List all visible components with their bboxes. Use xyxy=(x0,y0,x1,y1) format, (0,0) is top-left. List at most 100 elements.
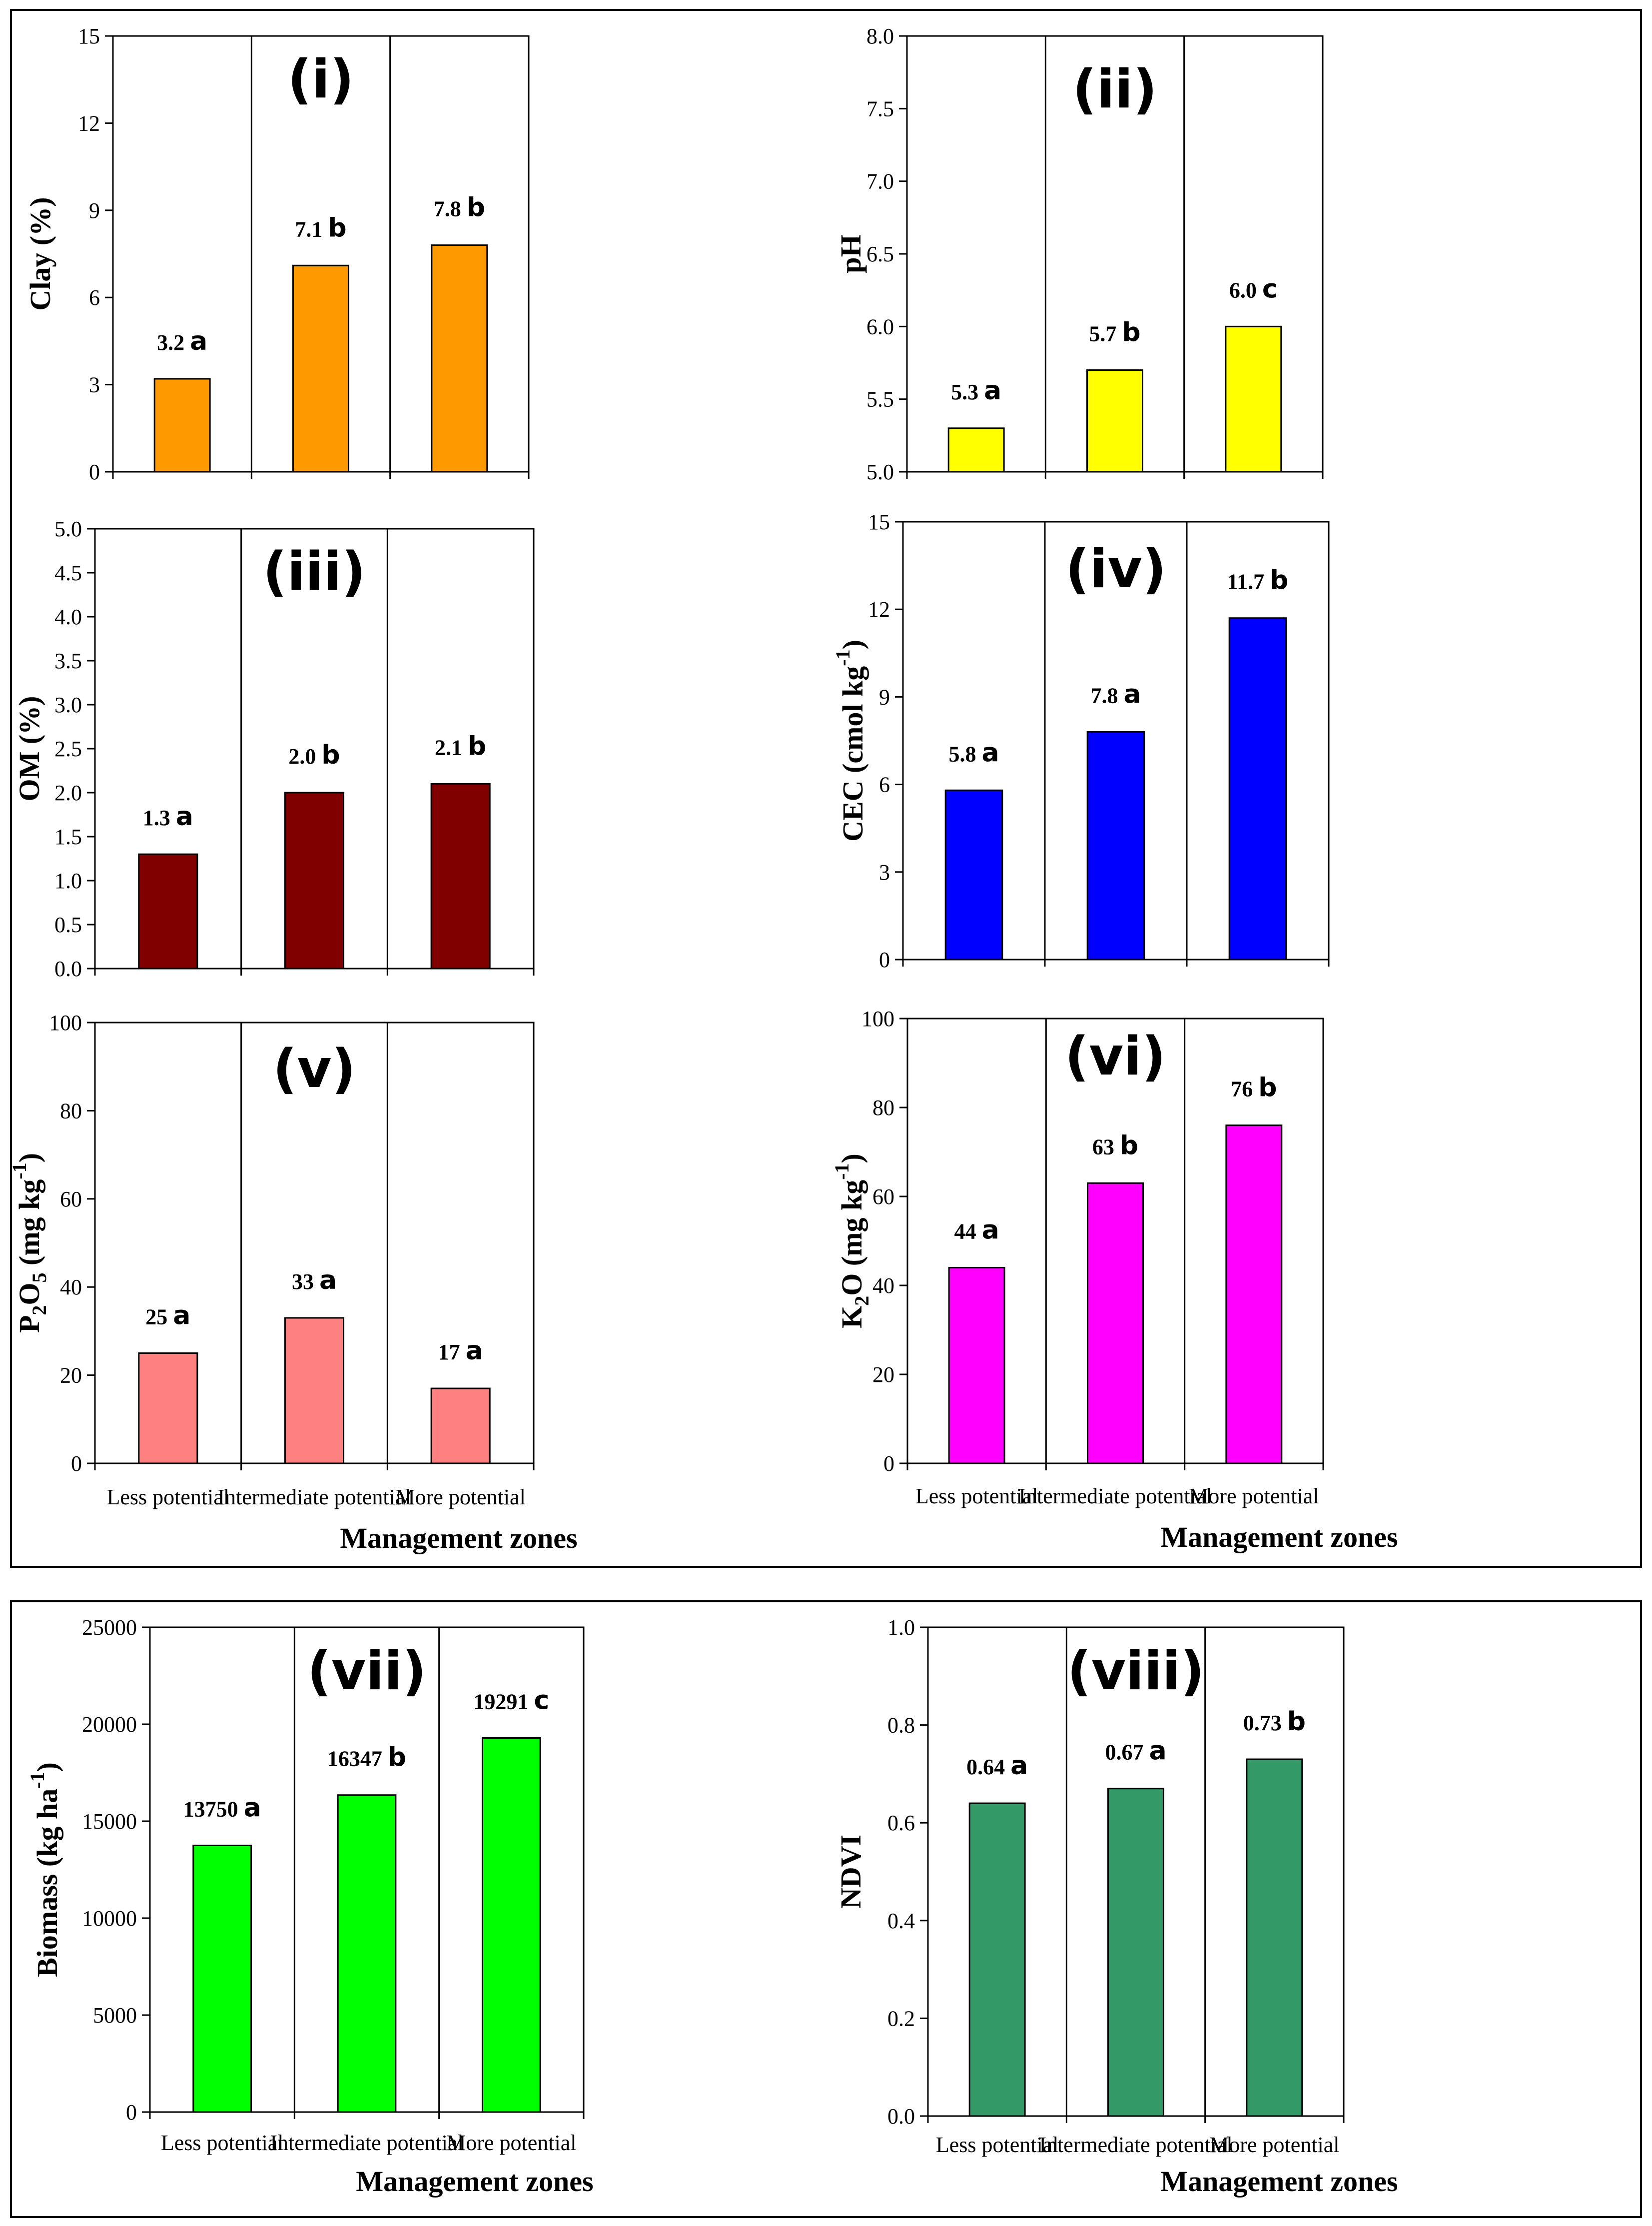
bar-value: 16347 xyxy=(327,1747,388,1771)
bar xyxy=(337,1794,397,2113)
bar-value: 17 xyxy=(438,1340,466,1364)
bar-value-label: 5.8 a xyxy=(948,738,999,768)
bar xyxy=(430,1387,491,1464)
x-category-label: Intermediate potential xyxy=(217,1485,411,1509)
bar-value: 33 xyxy=(292,1269,319,1294)
bar xyxy=(947,427,1005,473)
x-category-label: Less potential xyxy=(161,2131,284,2155)
bar-value-label: 11.7 b xyxy=(1227,566,1289,596)
bar-value-label: 44 a xyxy=(954,1215,999,1245)
y-tick-label: 20000 xyxy=(82,1712,137,1737)
bar-value-label: 17 a xyxy=(438,1336,483,1366)
bar-value: 6.0 xyxy=(1229,278,1262,302)
bar xyxy=(1086,731,1145,961)
y-tick-label: 4.5 xyxy=(54,561,82,585)
bar-value-label: 7.8 a xyxy=(1090,679,1141,709)
y-tick-label: 7.5 xyxy=(866,96,894,121)
bar-value: 5.7 xyxy=(1089,322,1122,346)
y-tick-label: 0.0 xyxy=(54,957,82,981)
y-axis-title-text: (mg kg xyxy=(835,1180,868,1273)
y-axis-title-superscript: -1 xyxy=(26,1772,48,1788)
bar-value-label: 3.2 a xyxy=(157,326,207,356)
bar xyxy=(284,792,345,970)
bar xyxy=(1107,1788,1164,2117)
chart-panel-2: 5.0 5.5 6.0 6.5 7.0 7.5 8.0 pH (ii) 5.3 a 5.7 b 6.0… xyxy=(834,24,1324,484)
significance-letter: b xyxy=(388,1743,406,1773)
bar-value: 0.67 xyxy=(1105,1740,1149,1765)
panel-label: (v) xyxy=(273,1038,356,1100)
bar-value-label: 0.64 a xyxy=(966,1751,1028,1781)
bar xyxy=(481,1737,541,2113)
y-tick-label: 15000 xyxy=(82,1809,137,1834)
bar-value: 7.8 xyxy=(1090,683,1123,708)
y-tick-label: 0.0 xyxy=(887,2104,915,2129)
significance-letter: b xyxy=(467,193,485,223)
bar-value: 13750 xyxy=(183,1797,244,1822)
bar xyxy=(944,789,1003,961)
y-tick-label: 6 xyxy=(879,773,890,797)
significance-letter: c xyxy=(534,1686,549,1716)
y-tick-label: 60 xyxy=(60,1187,82,1211)
bar xyxy=(192,1845,252,2113)
panel-label: (iii) xyxy=(263,541,366,602)
y-axis-title: K2O (mg kg-1) xyxy=(830,1153,873,1328)
y-axis-title: P2O5 (mg kg-1) xyxy=(8,1153,50,1333)
x-category-label: Less potential xyxy=(915,1484,1038,1508)
bar-value-label: 7.1 b xyxy=(295,213,346,243)
y-tick-label: 5.0 xyxy=(54,517,82,541)
bar-value: 25 xyxy=(145,1305,173,1329)
y-tick-label: 25000 xyxy=(82,1615,137,1640)
bar xyxy=(1086,369,1143,473)
bar-value-label: 63 b xyxy=(1092,1130,1138,1160)
bar-value: 11.7 xyxy=(1227,570,1270,594)
chart-panel-6: 0 20 40 60 80 100 K2O (mg kg-1) (vi) 44 a Less po… xyxy=(830,1007,1324,1508)
bar-value: 0.64 xyxy=(966,1755,1010,1779)
bar-value-label: 2.1 b xyxy=(435,731,486,761)
y-tick-label: 20 xyxy=(60,1363,82,1388)
y-tick-label: 12 xyxy=(78,111,100,135)
y-tick-label: 7.0 xyxy=(866,169,894,194)
significance-letter: a xyxy=(319,1265,337,1295)
y-tick-label: 5000 xyxy=(93,2003,137,2028)
bar xyxy=(1246,1758,1303,2117)
y-tick-label: 1.5 xyxy=(54,825,82,849)
y-tick-label: 10000 xyxy=(82,1906,137,1931)
y-axis-title-subscript: 5 xyxy=(28,1272,50,1282)
bar xyxy=(1087,1182,1144,1464)
bar-value-label: 7.8 b xyxy=(434,193,485,223)
bar xyxy=(1228,617,1287,961)
y-axis-title: Biomass (kg ha-1) xyxy=(26,1762,63,1977)
bar-value-label: 19291 c xyxy=(473,1686,549,1716)
y-tick-label: 0 xyxy=(71,1451,82,1476)
y-tick-label: 12 xyxy=(868,597,890,622)
significance-letter: a xyxy=(982,1215,999,1245)
bar-value: 1.3 xyxy=(143,806,176,830)
bar-value: 5.3 xyxy=(951,380,984,404)
y-axis-title: pH xyxy=(834,234,867,273)
bar xyxy=(1225,325,1282,473)
y-axis-title-superscript: -1 xyxy=(8,1162,30,1179)
y-tick-label: 60 xyxy=(872,1184,894,1209)
y-tick-label: 0 xyxy=(126,2100,137,2125)
panel-label: (iv) xyxy=(1065,538,1166,600)
x-axis-title: Management zones xyxy=(1160,2165,1398,2198)
y-axis-title-text: ) xyxy=(836,640,869,649)
y-axis-title-text: pH xyxy=(834,234,867,273)
bar xyxy=(1225,1124,1283,1464)
bar-value-label: 6.0 c xyxy=(1229,274,1278,304)
significance-letter: b xyxy=(328,213,346,243)
y-tick-label: 6 xyxy=(89,285,100,310)
significance-letter: a xyxy=(984,376,1001,406)
y-tick-label: 0.5 xyxy=(54,913,82,937)
bar-value: 0.73 xyxy=(1243,1711,1287,1735)
bar-value: 76 xyxy=(1231,1077,1258,1102)
bar-value-label: 5.3 a xyxy=(951,376,1001,406)
y-tick-label: 5.0 xyxy=(866,460,894,484)
significance-letter: a xyxy=(176,802,193,832)
bar xyxy=(138,853,198,970)
panel-label: (viii) xyxy=(1067,1640,1205,1702)
y-tick-label: 100 xyxy=(49,1011,82,1035)
